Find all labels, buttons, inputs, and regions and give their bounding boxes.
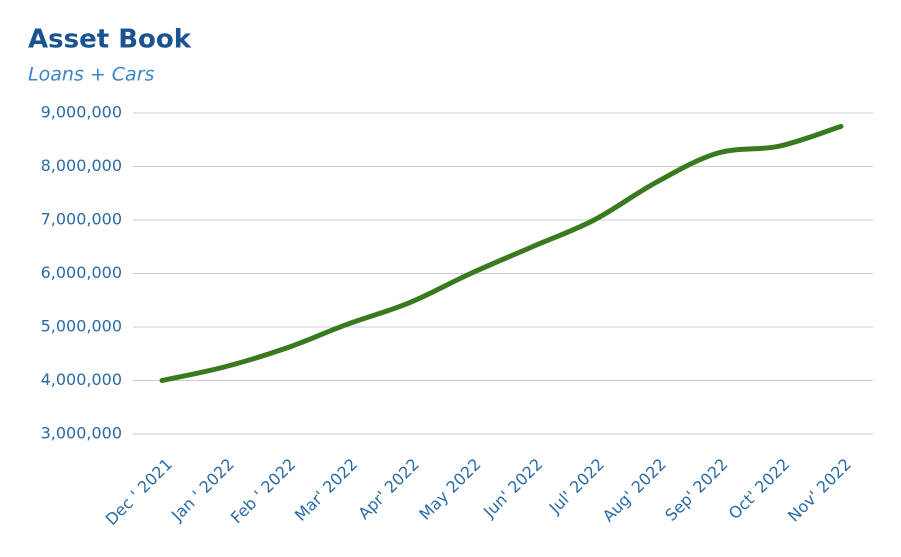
x-tick-label: Feb ' 2022 [227, 455, 300, 528]
x-tick-label: Jul' 2022 [545, 455, 608, 518]
line [159, 123, 844, 383]
y-tick-label: 9,000,000 [41, 103, 122, 122]
y-tick-label: 7,000,000 [41, 210, 122, 229]
x-tick-label: Nov' 2022 [784, 455, 855, 526]
x-tick-label: Jun' 2022 [479, 455, 546, 522]
y-tick-label: 6,000,000 [41, 263, 122, 282]
x-tick-label: Apr' 2022 [354, 455, 423, 524]
chart-title: Asset Book [28, 25, 192, 55]
y-tick-label: 3,000,000 [41, 424, 122, 443]
x-tick-label: Aug' 2022 [599, 455, 670, 526]
x-tick-label: Sep' 2022 [661, 455, 731, 525]
y-tick-label: 5,000,000 [41, 317, 122, 336]
x-tick-label: Oct' 2022 [725, 455, 794, 524]
x-tick-label: May 2022 [415, 455, 484, 524]
x-tick-label: Dec ' 2021 [102, 455, 176, 529]
chart-subtitle: Loans + Cars [28, 64, 155, 86]
y-tick-label: 4,000,000 [41, 370, 122, 389]
x-tick-label: Mar' 2022 [291, 455, 361, 525]
y-tick-label: 8,000,000 [41, 156, 122, 175]
